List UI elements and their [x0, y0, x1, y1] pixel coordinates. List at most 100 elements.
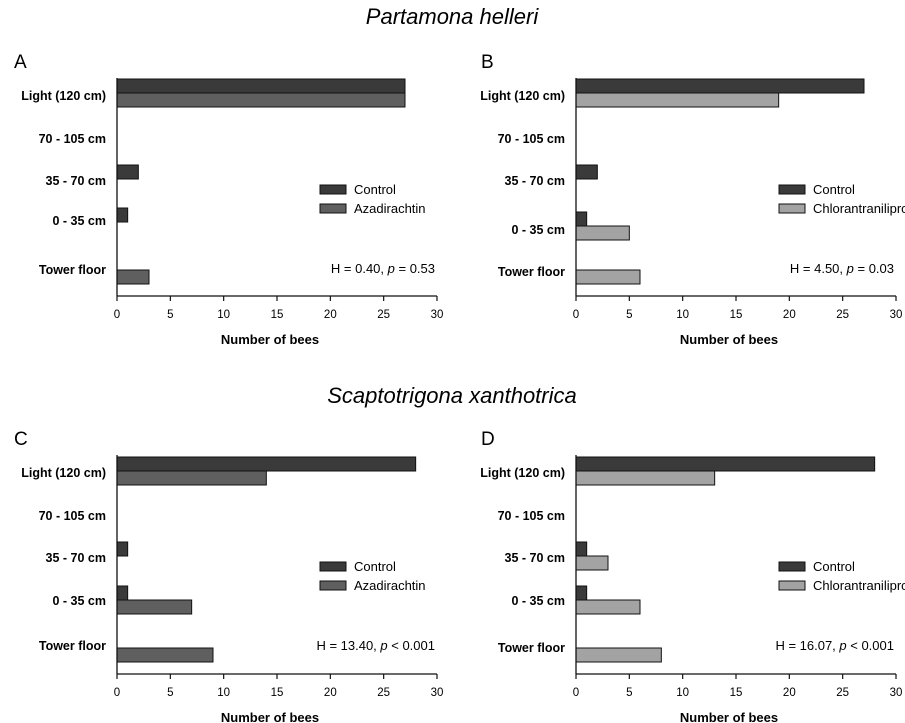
x-axis-title: Number of bees [221, 710, 319, 723]
panel-letter: C [14, 429, 28, 450]
panel-d: D Light (120 cm) 70 - 105 cm 35 - 70 cm 0 - … [480, 429, 905, 723]
bar-azadirachtin-0 [116, 92, 406, 108]
category-label: 70 - 105 cm [39, 132, 106, 146]
legend-swatch [319, 561, 347, 572]
bar-control-2 [116, 541, 129, 557]
x-tick-label: 5 [626, 687, 632, 699]
bar-chlorantraniliprole-3 [575, 599, 641, 615]
panel-letter: A [14, 52, 27, 73]
stat-annotation: H = 0.40, p = 0.53 [331, 261, 435, 276]
legend-label: Chlorantraniliprole [813, 578, 905, 593]
stat-annotation: H = 13.40, p < 0.001 [316, 638, 435, 653]
bar-control-3 [575, 211, 588, 227]
bar-azadirachtin-4 [116, 647, 214, 663]
category-label: 0 - 35 cm [511, 223, 565, 237]
x-tick-label: 5 [167, 309, 173, 321]
category-label: Light (120 cm) [480, 466, 565, 480]
x-tick-label: 30 [431, 687, 444, 699]
category-label: 35 - 70 cm [46, 551, 106, 565]
legend-swatch [319, 580, 347, 591]
x-tick-label: 20 [783, 309, 796, 321]
top-species-title: Partamona helleri [366, 4, 540, 29]
panel-letter: D [481, 429, 495, 450]
category-label: 70 - 105 cm [498, 132, 565, 146]
x-tick-label: 15 [271, 309, 284, 321]
bar-control-0 [575, 78, 865, 94]
bar-control-2 [116, 164, 139, 180]
legend-swatch [319, 184, 347, 195]
panel-b: B Light (120 cm) 70 - 105 cm 35 - 70 cm 0 - … [480, 52, 905, 347]
x-tick-label: 0 [114, 309, 120, 321]
category-label: 70 - 105 cm [498, 509, 565, 523]
x-tick-label: 25 [377, 309, 390, 321]
x-tick-label: 25 [377, 687, 390, 699]
bar-control-0 [116, 456, 417, 472]
legend-swatch [778, 203, 806, 214]
x-tick-label: 15 [730, 309, 743, 321]
bar-control-0 [116, 78, 406, 94]
x-tick-label: 20 [324, 687, 337, 699]
category-label: Tower floor [498, 265, 565, 279]
legend-label: Chlorantraniliprole [813, 201, 905, 216]
bar-azadirachtin-3 [116, 599, 193, 615]
x-tick-label: 25 [836, 687, 849, 699]
category-label: 70 - 105 cm [39, 509, 106, 523]
x-tick-label: 25 [836, 309, 849, 321]
x-axis-title: Number of bees [680, 710, 778, 723]
bar-chlorantraniliprole-0 [575, 470, 716, 486]
panels: A Light (120 cm) 70 - 105 cm 35 - 70 cm 0 - … [14, 52, 905, 723]
legend-label: Azadirachtin [354, 201, 426, 216]
x-tick-label: 10 [217, 309, 230, 321]
legend-label: Control [354, 559, 396, 574]
bar-chlorantraniliprole-4 [575, 269, 641, 285]
x-axis-title: Number of bees [680, 332, 778, 347]
x-axis-title: Number of bees [221, 332, 319, 347]
bar-chlorantraniliprole-0 [575, 92, 780, 108]
x-tick-label: 15 [730, 687, 743, 699]
category-label: Light (120 cm) [21, 89, 106, 103]
x-tick-label: 0 [573, 309, 579, 321]
category-label: Light (120 cm) [21, 466, 106, 480]
x-tick-label: 30 [431, 309, 444, 321]
x-tick-label: 10 [676, 309, 689, 321]
panel-letter: B [481, 52, 494, 73]
legend-label: Control [354, 182, 396, 197]
x-tick-label: 20 [324, 309, 337, 321]
legend-label: Control [813, 559, 855, 574]
bar-control-3 [116, 585, 129, 601]
x-tick-label: 30 [890, 687, 903, 699]
legend-label: Control [813, 182, 855, 197]
legend-swatch [778, 580, 806, 591]
category-label: 0 - 35 cm [511, 594, 565, 608]
x-tick-label: 5 [626, 309, 632, 321]
category-label: Tower floor [39, 639, 106, 653]
category-label: Tower floor [39, 263, 106, 277]
x-tick-label: 15 [271, 687, 284, 699]
bar-control-0 [575, 456, 876, 472]
legend-swatch [778, 561, 806, 572]
bar-control-2 [575, 164, 598, 180]
bar-chlorantraniliprole-2 [575, 555, 609, 571]
x-tick-label: 5 [167, 687, 173, 699]
x-tick-label: 30 [890, 309, 903, 321]
bar-chlorantraniliprole-3 [575, 225, 630, 241]
category-label: Light (120 cm) [480, 89, 565, 103]
bar-control-2 [575, 541, 588, 557]
x-tick-label: 10 [676, 687, 689, 699]
bar-azadirachtin-4 [116, 269, 150, 285]
category-label: 0 - 35 cm [52, 594, 106, 608]
category-label: 35 - 70 cm [505, 551, 565, 565]
category-label: 0 - 35 cm [52, 214, 106, 228]
category-label: 35 - 70 cm [505, 174, 565, 188]
legend-swatch [778, 184, 806, 195]
x-tick-label: 0 [114, 687, 120, 699]
x-tick-label: 10 [217, 687, 230, 699]
category-label: Tower floor [498, 641, 565, 655]
bar-chlorantraniliprole-4 [575, 647, 662, 663]
bottom-species-title: Scaptotrigona xanthotrica [327, 383, 577, 408]
x-tick-label: 0 [573, 687, 579, 699]
stat-annotation: H = 16.07, p < 0.001 [775, 638, 894, 653]
bar-control-3 [116, 207, 129, 223]
stat-annotation: H = 4.50, p = 0.03 [790, 261, 894, 276]
